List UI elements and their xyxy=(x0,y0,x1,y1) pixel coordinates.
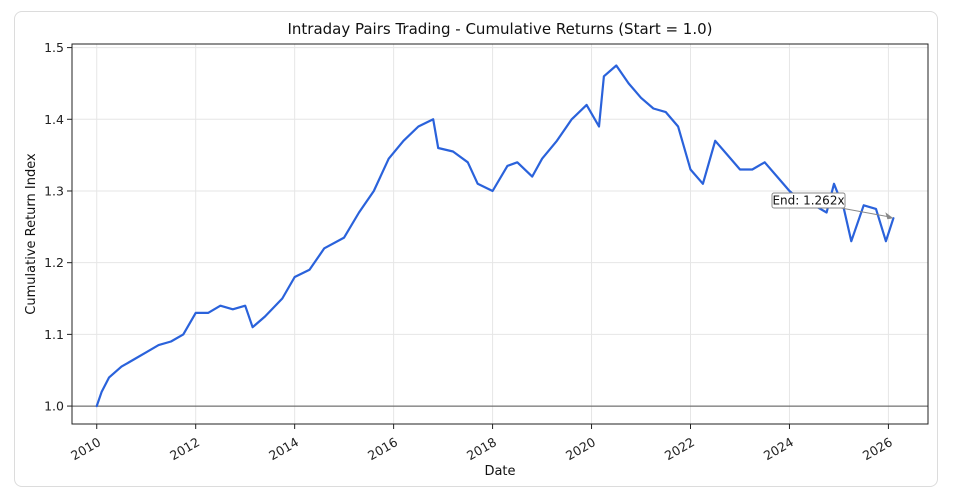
annotation-arrowhead xyxy=(885,212,894,220)
y-axis-title: Cumulative Return Index xyxy=(24,153,39,315)
x-axis-title: Date xyxy=(484,464,515,479)
x-tick-label: 2026 xyxy=(860,434,895,463)
x-tick-label: 2020 xyxy=(563,434,598,463)
x-tick-label: 2018 xyxy=(464,434,499,463)
y-tick-label: 1.0 xyxy=(44,399,64,414)
y-tick-label: 1.1 xyxy=(44,327,64,342)
annotation-box xyxy=(771,192,846,209)
y-tick-label: 1.4 xyxy=(44,112,64,127)
plot-area-frame xyxy=(71,43,929,425)
x-tick-label: 2010 xyxy=(68,434,103,463)
grid-lines xyxy=(72,44,928,424)
annotation-label: End: 1.262x xyxy=(772,194,844,208)
series-layer xyxy=(95,64,895,408)
end-annotation: End: 1.262x xyxy=(771,192,894,220)
x-tick-label: 2014 xyxy=(266,434,301,463)
y-tick-label: 1.2 xyxy=(44,255,64,270)
x-tick-label: 2024 xyxy=(761,434,796,463)
y-tick-label: 1.5 xyxy=(44,40,64,55)
annotation-arrow xyxy=(840,207,892,218)
x-tick-label: 2012 xyxy=(167,434,202,463)
chart-title: Intraday Pairs Trading - Cumulative Retu… xyxy=(287,20,712,38)
x-axis: 2010 2012 2014 2016 2018 2020 2022 2024 2026 xyxy=(68,424,895,463)
chart-card xyxy=(14,11,938,487)
series-line xyxy=(95,64,895,408)
y-tick-label: 1.3 xyxy=(44,183,64,198)
y-axis: 1.0 1.1 1.2 1.3 1.4 1.5 xyxy=(44,40,72,414)
x-tick-label: 2016 xyxy=(365,434,400,463)
x-tick-label: 2022 xyxy=(662,434,697,463)
